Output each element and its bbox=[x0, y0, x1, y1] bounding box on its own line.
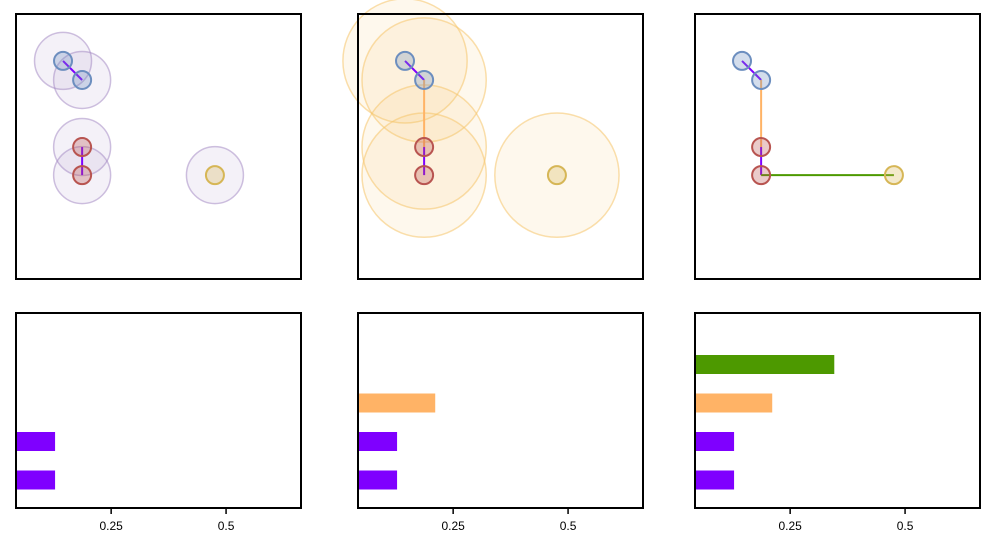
bar bbox=[358, 470, 398, 490]
x-tick-label: 0.25 bbox=[441, 519, 465, 533]
point bbox=[751, 69, 772, 90]
point bbox=[751, 137, 772, 158]
x-tick-label: 0.5 bbox=[897, 519, 914, 533]
bar bbox=[695, 393, 773, 413]
point bbox=[72, 137, 93, 158]
point bbox=[414, 165, 435, 186]
bar bbox=[695, 470, 735, 490]
point bbox=[414, 137, 435, 158]
ball bbox=[494, 112, 620, 238]
point bbox=[204, 165, 225, 186]
ball bbox=[185, 145, 245, 205]
bar bbox=[695, 355, 835, 374]
x-tick-label: 0.5 bbox=[560, 519, 577, 533]
point bbox=[53, 50, 74, 71]
point bbox=[72, 69, 93, 90]
point bbox=[883, 165, 904, 186]
axes-frame bbox=[15, 312, 302, 509]
x-tick-label: 0.25 bbox=[99, 519, 123, 533]
bar bbox=[695, 432, 735, 451]
axes-frame bbox=[694, 13, 981, 280]
point bbox=[546, 165, 567, 186]
axes-frame bbox=[357, 13, 644, 280]
point bbox=[395, 50, 416, 71]
point bbox=[72, 165, 93, 186]
bar bbox=[358, 393, 436, 413]
bar bbox=[16, 432, 56, 451]
edge bbox=[741, 60, 762, 81]
bar bbox=[358, 432, 398, 451]
point bbox=[414, 69, 435, 90]
x-tick-label: 0.25 bbox=[778, 519, 802, 533]
axes-frame bbox=[15, 13, 302, 280]
point bbox=[751, 165, 772, 186]
edge bbox=[62, 60, 83, 81]
x-tick-label: 0.5 bbox=[218, 519, 235, 533]
edge bbox=[404, 60, 425, 81]
bar bbox=[16, 470, 56, 490]
axes-frame bbox=[694, 312, 981, 509]
point bbox=[732, 50, 753, 71]
axes-frame bbox=[357, 312, 644, 509]
